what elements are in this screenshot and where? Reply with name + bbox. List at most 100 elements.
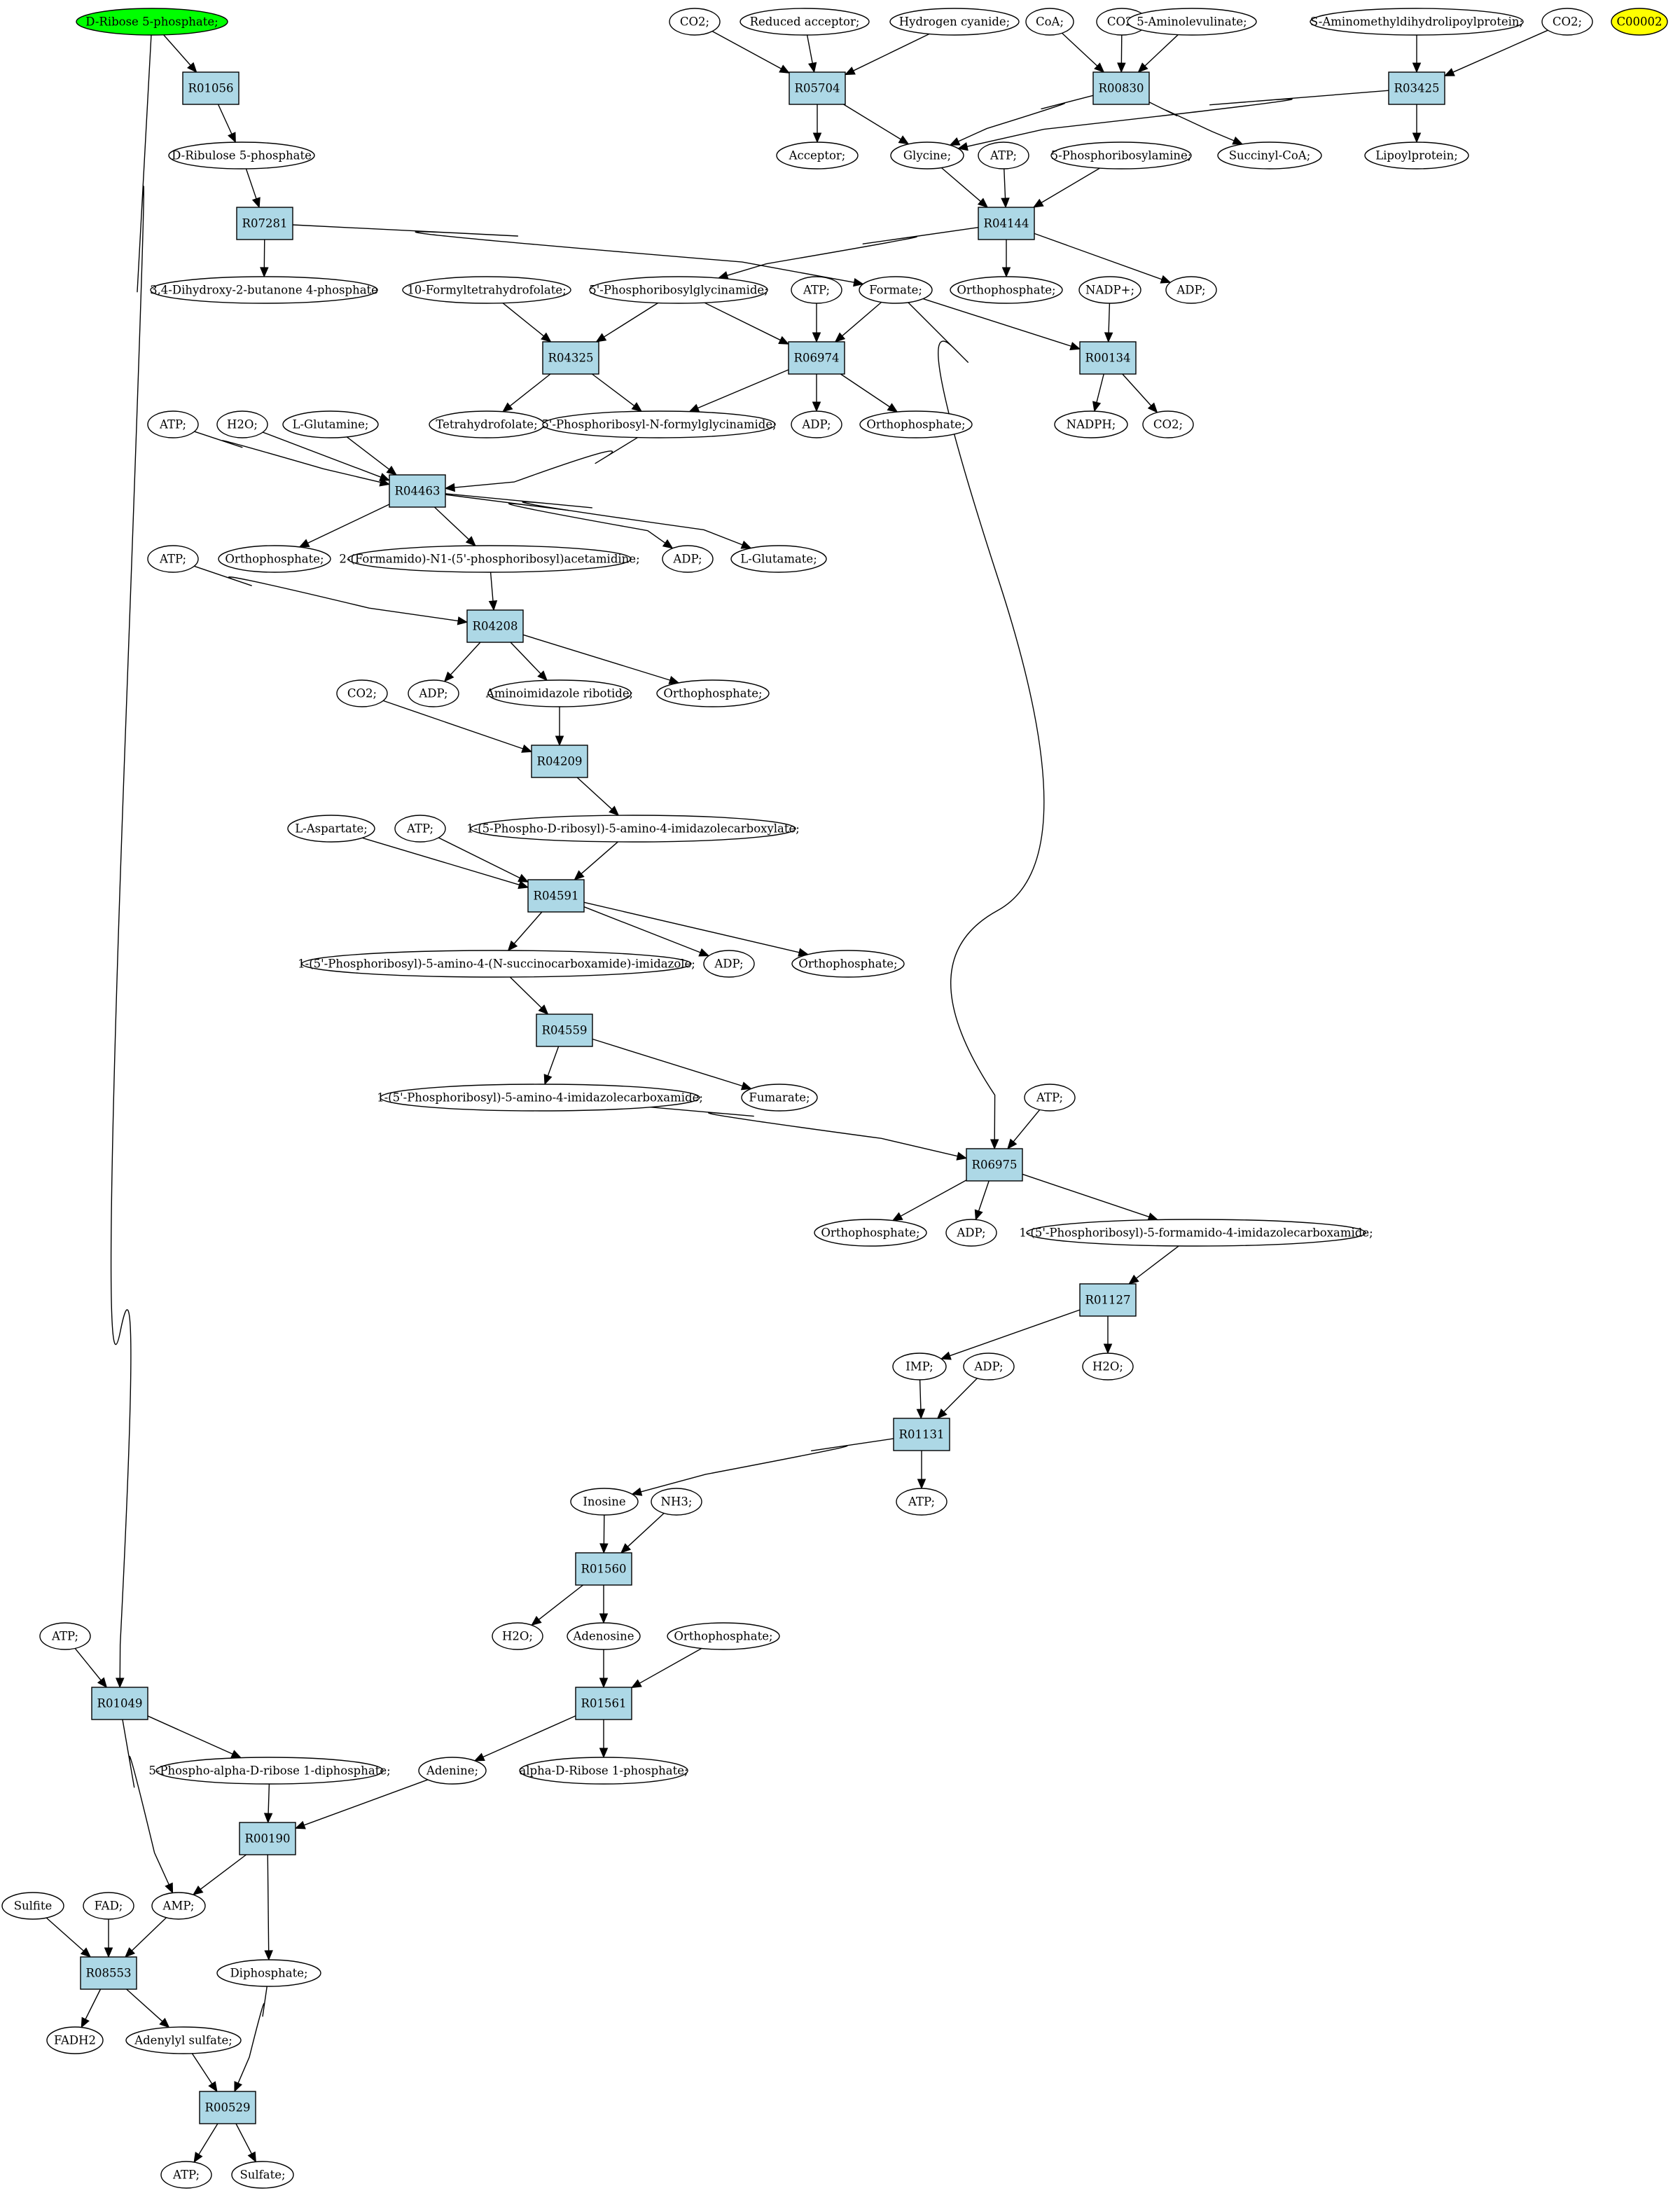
compound-node-c_co2_e[interactable]: CO2; [336,679,388,707]
reaction-node-r01049[interactable]: R01049 [91,1687,148,1720]
compound-node-c_adp_6[interactable]: ADP; [945,1219,997,1247]
compound-node-c_redacc[interactable]: Reduced acceptor; [740,8,870,36]
compound-node-c_prpa[interactable]: 5-Phosphoribosylamine; [1050,141,1192,170]
compound-node-c_atp_2[interactable]: ATP; [791,276,842,304]
compound-node-c_atp_5[interactable]: ATP; [394,815,446,843]
compound-node-c_pi_3[interactable]: Orthophosphate; [218,545,331,573]
compound-node-c_succoa[interactable]: Succinyl-CoA; [1217,141,1322,170]
compound-node-c_atp_7[interactable]: ATP; [896,1488,947,1516]
compound-node-c_co2_d[interactable]: CO2; [1142,410,1194,438]
compound-node-c_atp_9[interactable]: ATP; [160,2161,212,2189]
compound-node-c_pi_6[interactable]: Orthophosphate; [814,1219,927,1247]
compound-node-c_glu[interactable]: L-Glutamate; [730,545,827,573]
compound-node-c_adp_4[interactable]: ADP; [408,679,459,707]
compound-node-c_atp_6[interactable]: ATP; [1024,1084,1076,1112]
compound-node-c_lipoyl[interactable]: Lipoylprotein; [1364,141,1469,170]
compound-node-c_fad[interactable]: FAD; [83,1892,134,1920]
reaction-node-r01561[interactable]: R01561 [575,1687,632,1720]
compound-node-c_acceptor[interactable]: Acceptor; [776,141,859,170]
compound-node-c_atp_1[interactable]: ATP; [978,141,1029,170]
reaction-node-r01131[interactable]: R01131 [893,1418,950,1451]
compound-ellipse [282,410,379,438]
compound-node-c_faicar[interactable]: 1-(5'-Phosphoribosyl)-5-formamido-4-imid… [1019,1219,1373,1247]
reaction-node-r00190[interactable]: R00190 [239,1822,296,1855]
compound-node-c_gln[interactable]: L-Glutamine; [282,410,379,438]
compound-node-c_fadh2[interactable]: FADH2 [46,2026,104,2054]
reaction-node-r04209[interactable]: R04209 [531,745,588,778]
reaction-node-r00529[interactable]: R00529 [199,2091,256,2124]
compound-node-c_atp_8[interactable]: ATP; [39,1622,91,1650]
compound-node-c_amp[interactable]: AMP; [151,1892,206,1920]
compound-node-c_adp_2[interactable]: ADP; [791,410,842,438]
compound-node-c_thf[interactable]: Tetrahydrofolate; [429,410,545,438]
compound-node-c_samdl[interactable]: S-Aminomethyldihydrolipoylprotein; [1310,8,1524,36]
compound-node-c_h2o_2[interactable]: H2O; [1082,1353,1134,1381]
reaction-node-r04591[interactable]: R04591 [527,879,585,913]
reaction-node-r01056[interactable]: R01056 [182,71,239,105]
compound-node-c_sulfite[interactable]: Sulfite [1,1892,64,1920]
compound-node-c_coa[interactable]: CoA; [1025,8,1074,36]
reaction-node-r01127[interactable]: R01127 [1079,1283,1137,1317]
reaction-node-r01560[interactable]: R01560 [575,1552,632,1586]
compound-node-c_atp_4[interactable]: ATP; [147,545,199,573]
compound-node-c_dhbp[interactable]: 3,4-Dihydroxy-2-butanone 4-phosphate [150,276,378,304]
compound-node-c_nh3[interactable]: NH3; [651,1488,702,1516]
compound-node-c_fgar[interactable]: 5'-Phosphoribosyl-N-formylglycinamide; [541,410,777,438]
compound-node-c_co2_c[interactable]: CO2; [1541,8,1593,36]
compound-node-c_fgam[interactable]: 2-(Formamido)-N1-(5'-phosphoribosyl)acet… [339,545,640,573]
compound-node-c_fthf[interactable]: 10-Formyltetrahydrofolate; [402,276,571,304]
compound-node-c_ala[interactable]: 5-Aminolevulinate; [1127,8,1257,36]
reaction-node-r03425[interactable]: R03425 [1388,71,1445,105]
reaction-node-r04144[interactable]: R04144 [978,207,1035,240]
compound-node-c_pi_1[interactable]: Orthophosphate; [950,276,1063,304]
compound-node-c_co2_a[interactable]: CO2; [669,8,721,36]
compound-node-c_r5p[interactable]: D-Ribose 5-phosphate; [76,8,228,36]
reaction-node-r04559[interactable]: R04559 [536,1014,593,1047]
compound-node-c_air[interactable]: Aminoimidazole ribotide; [485,679,633,707]
compound-node-c_nadph[interactable]: NADPH; [1054,410,1128,438]
compound-node-c_asp[interactable]: L-Aspartate; [287,815,375,843]
compound-node-c_cair[interactable]: 1-(5-Phospho-D-ribosyl)-5-amino-4-imidaz… [466,815,800,843]
arrowhead [990,1139,999,1150]
compound-node-c_nadp[interactable]: NADP+; [1078,276,1141,304]
compound-node-c_inosine[interactable]: Inosine [570,1488,639,1516]
compound-node-c_pi_5[interactable]: Orthophosphate; [791,950,905,978]
compound-node-c_prpp[interactable]: 5-Phospho-alpha-D-ribose 1-diphosphate; [148,1757,391,1785]
reaction-node-r00134[interactable]: R00134 [1079,341,1137,375]
compound-node-c_h2o_3[interactable]: H2O; [492,1622,543,1650]
compound-node-c_atp_3[interactable]: ATP; [147,410,199,438]
compound-node-c_gar[interactable]: 5'-Phosphoribosylglycinamide; [589,276,768,304]
compound-node-c_hcn[interactable]: Hydrogen cyanide; [889,8,1020,36]
compound-node-c_ppi[interactable]: Diphosphate; [216,1959,321,1987]
compound-node-c_r1p[interactable]: alpha-D-Ribose 1-phosphate; [519,1757,688,1785]
reaction-node-r04208[interactable]: R04208 [466,609,524,643]
compound-node-c_sulfate[interactable]: Sulfate; [231,2161,294,2189]
compound-node-c_glycine[interactable]: Glycine; [890,141,964,170]
reaction-node-r00830[interactable]: R00830 [1092,71,1150,105]
compound-node-c_aps[interactable]: Adenylyl sulfate; [125,2026,242,2054]
compound-node-c_imp[interactable]: IMP; [892,1353,947,1381]
compound-node-c_adp_3[interactable]: ADP; [662,545,714,573]
reaction-node-r04463[interactable]: R04463 [389,474,446,508]
compound-node-c_aicar[interactable]: 1-(5'-Phosphoribosyl)-5-amino-4-imidazol… [377,1084,703,1112]
compound-node-c_pi_7[interactable]: Orthophosphate; [667,1622,780,1650]
compound-node-c_fum[interactable]: Fumarate; [741,1084,818,1112]
reaction-node-r04325[interactable]: R04325 [542,341,599,375]
compound-node-c_formate[interactable]: Formate; [859,276,933,304]
compound-node-c_pi_2[interactable]: Orthophosphate; [859,410,973,438]
compound-node-c_adp_1[interactable]: ADP; [1165,276,1217,304]
reaction-node-r05704[interactable]: R05704 [789,71,846,105]
compound-node-c_h2o_1[interactable]: H2O; [216,410,268,438]
compound-node-c_adp_7[interactable]: ADP; [963,1353,1015,1381]
compound-node-c_saicar[interactable]: 1-(5'-Phosphoribosyl)-5-amino-4-(N-succi… [298,950,695,978]
reaction-node-r08553[interactable]: R08553 [80,1956,137,1990]
compound-node-c_c00002[interactable]: C00002 [1611,8,1668,36]
compound-node-c_adp_5[interactable]: ADP; [703,950,755,978]
compound-node-c_pi_4[interactable]: Orthophosphate; [656,679,770,707]
reaction-node-r06975[interactable]: R06975 [966,1148,1023,1182]
compound-node-c_adenine[interactable]: Adenine; [418,1757,487,1785]
compound-node-c_adenosine[interactable]: Adenosine [567,1622,641,1650]
reaction-node-r07281[interactable]: R07281 [236,207,293,240]
compound-node-c_ru5p[interactable]: D-Ribulose 5-phosphate [168,141,315,170]
reaction-node-r06974[interactable]: R06974 [788,341,845,375]
